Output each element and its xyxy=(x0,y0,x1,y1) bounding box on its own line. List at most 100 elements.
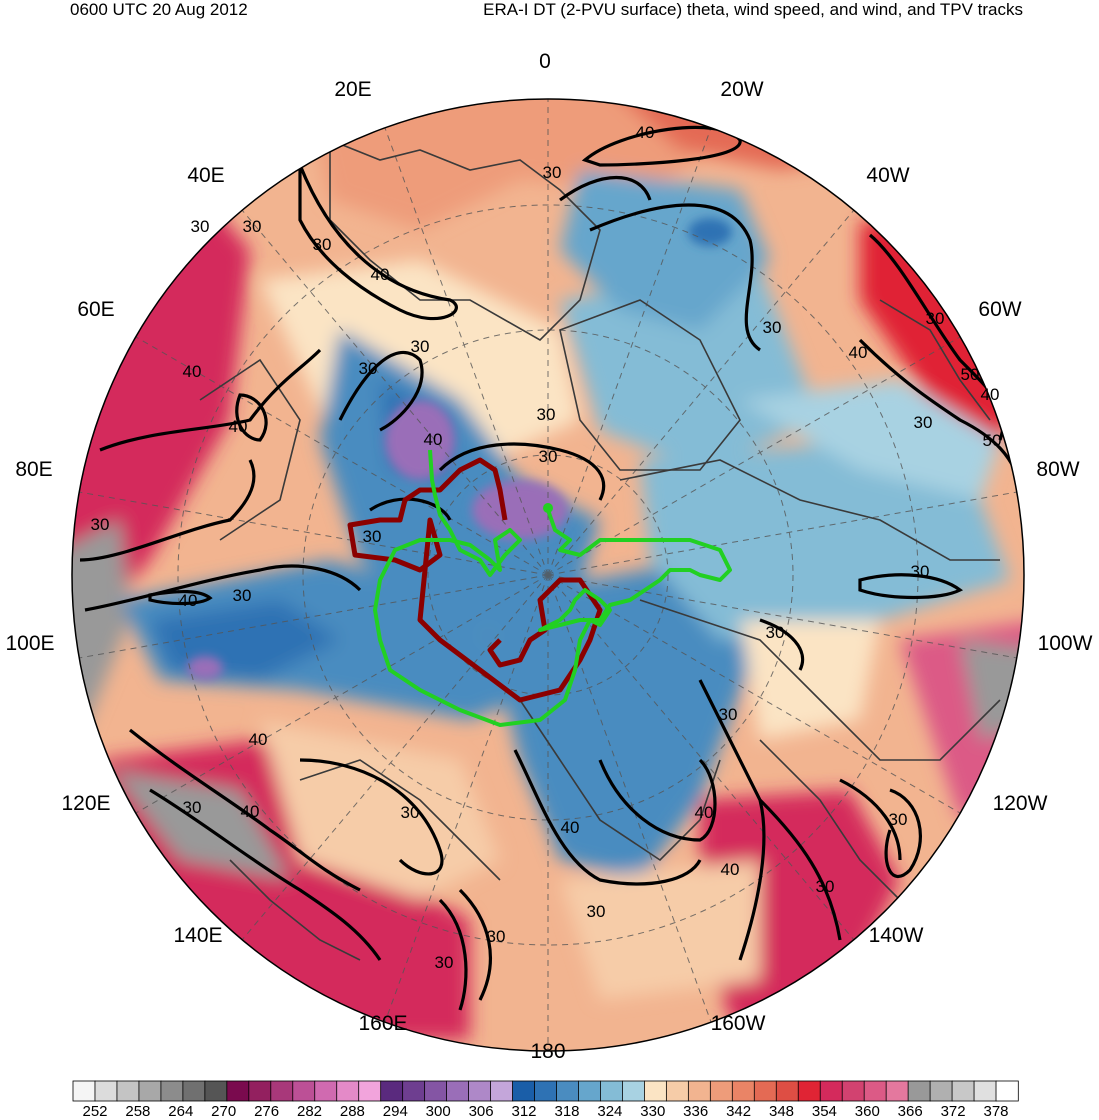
contour-label: 30 xyxy=(91,515,110,534)
longitude-label: 60E xyxy=(77,298,114,321)
colorbar-swatch xyxy=(204,1080,228,1102)
colorbar-swatch xyxy=(402,1080,426,1102)
longitude-label: 20W xyxy=(720,78,763,101)
longitude-label: 40W xyxy=(866,164,909,187)
contour-label: 50 xyxy=(983,431,1002,450)
colorbar-label: 312 xyxy=(511,1103,536,1120)
colorbar-swatch xyxy=(556,1080,580,1102)
colorbar-swatch xyxy=(72,1080,96,1102)
contour-label: 30 xyxy=(359,359,378,378)
contour-label: 30 xyxy=(926,309,945,328)
longitude-label: 160E xyxy=(358,1012,407,1035)
colorbar-label: 264 xyxy=(168,1103,193,1120)
theta-field xyxy=(72,99,1024,1051)
contour-label: 40 xyxy=(371,265,390,284)
longitude-label: 140W xyxy=(869,924,924,947)
contour-label: 30 xyxy=(766,623,785,642)
colorbar-label: 270 xyxy=(211,1103,236,1120)
contour-label: 30 xyxy=(911,562,930,581)
colorbar-label: 294 xyxy=(383,1103,408,1120)
contour-label: 30 xyxy=(243,217,262,236)
contour-label: 40 xyxy=(241,802,260,821)
colorbar-label: 306 xyxy=(469,1103,494,1120)
contour-label: 40 xyxy=(229,417,248,436)
contour-label: 30 xyxy=(539,447,558,466)
contour-label: 30 xyxy=(363,527,382,546)
contour-label: 30 xyxy=(313,235,332,254)
longitude-label: 100E xyxy=(5,632,54,655)
colorbar-label: 372 xyxy=(941,1103,966,1120)
colorbar-swatch xyxy=(819,1080,843,1102)
colorbar-label: 360 xyxy=(855,1103,880,1120)
colorbar-swatch xyxy=(534,1080,558,1102)
longitude-label: 120W xyxy=(993,792,1048,815)
colorbar-label: 336 xyxy=(683,1103,708,1120)
colorbar-label: 300 xyxy=(426,1103,451,1120)
contour-label: 40 xyxy=(695,803,714,822)
contour-label: 30 xyxy=(401,803,420,822)
colorbar-swatch xyxy=(753,1080,777,1102)
longitude-labels: 0 20W 40W 60W 80W 100W 120W 140W 160W 180 160E 140E… xyxy=(5,50,1092,1063)
contour-label: 50 xyxy=(961,365,980,384)
colorbar-swatch xyxy=(885,1080,909,1102)
colorbar-swatch xyxy=(995,1080,1019,1102)
colorbar-swatch xyxy=(358,1080,382,1102)
colorbar-swatch xyxy=(226,1080,250,1102)
colorbar-swatch xyxy=(687,1080,712,1102)
plot-title: ERA-I DT (2-PVU surface) theta, wind spe… xyxy=(483,0,1023,19)
longitude-label: 0 xyxy=(539,50,551,73)
colorbar-swatch xyxy=(336,1080,360,1102)
colorbar-label: 378 xyxy=(983,1103,1008,1120)
colorbar-label: 258 xyxy=(125,1103,150,1120)
colorbar-swatch xyxy=(468,1080,492,1102)
colorbar-label: 366 xyxy=(898,1103,923,1120)
contour-label: 30 xyxy=(191,217,210,236)
colorbar-label: 348 xyxy=(769,1103,794,1120)
tpv-track-green-start xyxy=(543,503,553,513)
longitude-label: 80E xyxy=(15,458,52,481)
contour-label: 40 xyxy=(849,343,868,362)
contour-label: 30 xyxy=(435,953,454,972)
colorbar-swatch xyxy=(600,1080,624,1102)
map-border xyxy=(71,98,1025,1052)
colorbar-label: 324 xyxy=(597,1103,622,1120)
colorbar-swatch xyxy=(94,1080,118,1102)
colorbar-swatch xyxy=(775,1080,799,1102)
colorbar-label: 318 xyxy=(554,1103,579,1120)
colorbar-swatch xyxy=(138,1080,162,1102)
contour-label: 30 xyxy=(587,902,606,921)
longitude-label: 180 xyxy=(530,1040,565,1063)
longitude-label: 160W xyxy=(711,1012,766,1035)
tpv-track-green xyxy=(373,449,732,727)
contour-label: 30 xyxy=(487,927,506,946)
contour-label: 30 xyxy=(816,877,835,896)
colorbar-swatch xyxy=(512,1080,536,1102)
colorbar-swatch xyxy=(841,1080,865,1102)
colorbar-swatch xyxy=(116,1080,140,1102)
colorbar-swatch xyxy=(665,1080,690,1102)
contour-label: 40 xyxy=(179,591,198,610)
coastlines xyxy=(199,138,1001,961)
contour-label: 40 xyxy=(636,123,655,142)
colorbar-label: 288 xyxy=(340,1103,365,1120)
colorbar-swatch xyxy=(292,1080,316,1102)
contour-label: 40 xyxy=(424,430,443,449)
colorbar-swatch xyxy=(951,1080,975,1102)
longitude-label: 20E xyxy=(334,78,371,101)
contour-label: 30 xyxy=(543,163,562,182)
contour-label: 40 xyxy=(561,818,580,837)
colorbar-label: 354 xyxy=(812,1103,837,1120)
contour-label: 30 xyxy=(537,405,556,424)
longitude-label: 60W xyxy=(978,298,1021,321)
longitude-label: 80W xyxy=(1036,458,1079,481)
colorbar-swatch xyxy=(863,1080,887,1102)
contour-label: 40 xyxy=(249,730,268,749)
contour-label: 40 xyxy=(183,362,202,381)
colorbar-swatch xyxy=(490,1080,514,1102)
contour-label: 30 xyxy=(763,318,782,337)
colorbar-swatch xyxy=(731,1080,755,1102)
contour-label: 30 xyxy=(719,705,738,724)
colorbar-swatch xyxy=(622,1080,646,1102)
valid-time-label: 0600 UTC 20 Aug 2012 xyxy=(70,0,248,19)
